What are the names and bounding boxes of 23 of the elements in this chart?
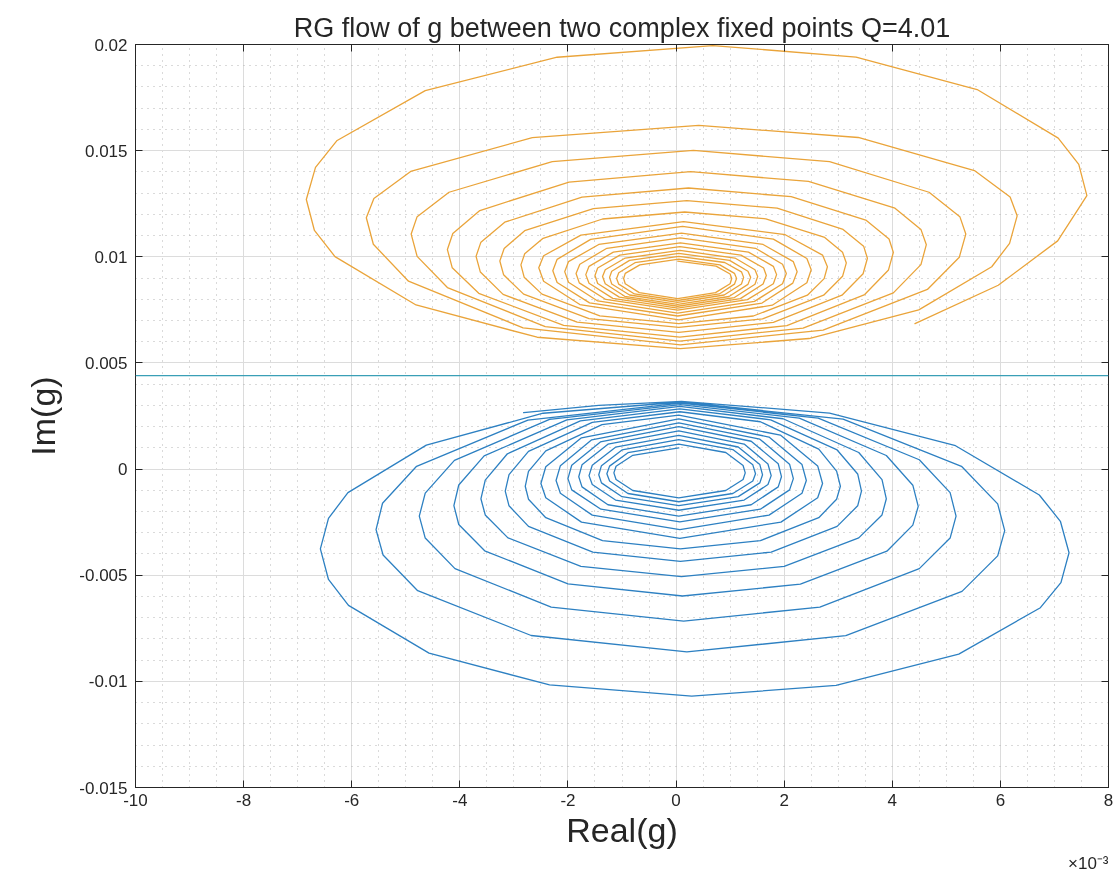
y-tick-label: -0.015: [79, 778, 128, 798]
y-tick-label: -0.005: [79, 566, 128, 586]
x-tick-label: -6: [344, 790, 360, 810]
x-tick-label: 6: [995, 790, 1006, 810]
x-tick-label: -4: [452, 790, 468, 810]
y-axis-title: Im(g): [24, 376, 63, 456]
y-tick-label: 0.005: [84, 353, 128, 373]
y-tick-label: 0: [118, 460, 128, 480]
x-tick-label: 2: [779, 790, 789, 810]
x-axis-title: Real(g): [566, 810, 678, 849]
x-tick-label: -2: [560, 790, 576, 810]
x-tick-label: 8: [1103, 790, 1114, 810]
y-tick-label: 0.015: [84, 141, 128, 161]
x-tick-label: 4: [887, 790, 898, 810]
y-tick-label: 0.01: [94, 247, 128, 267]
y-tick-label: 0.02: [94, 35, 128, 55]
chart-title: RG flow of g between two complex fixed points Q=4.01: [293, 12, 951, 43]
line-series: [319, 400, 1070, 697]
x-tick-label: -8: [236, 790, 252, 810]
text: ×10⁻³: [1068, 853, 1109, 873]
line-series: [305, 44, 1088, 350]
x-tick-label: 0: [671, 790, 681, 810]
y-tick-label: -0.01: [88, 672, 128, 692]
